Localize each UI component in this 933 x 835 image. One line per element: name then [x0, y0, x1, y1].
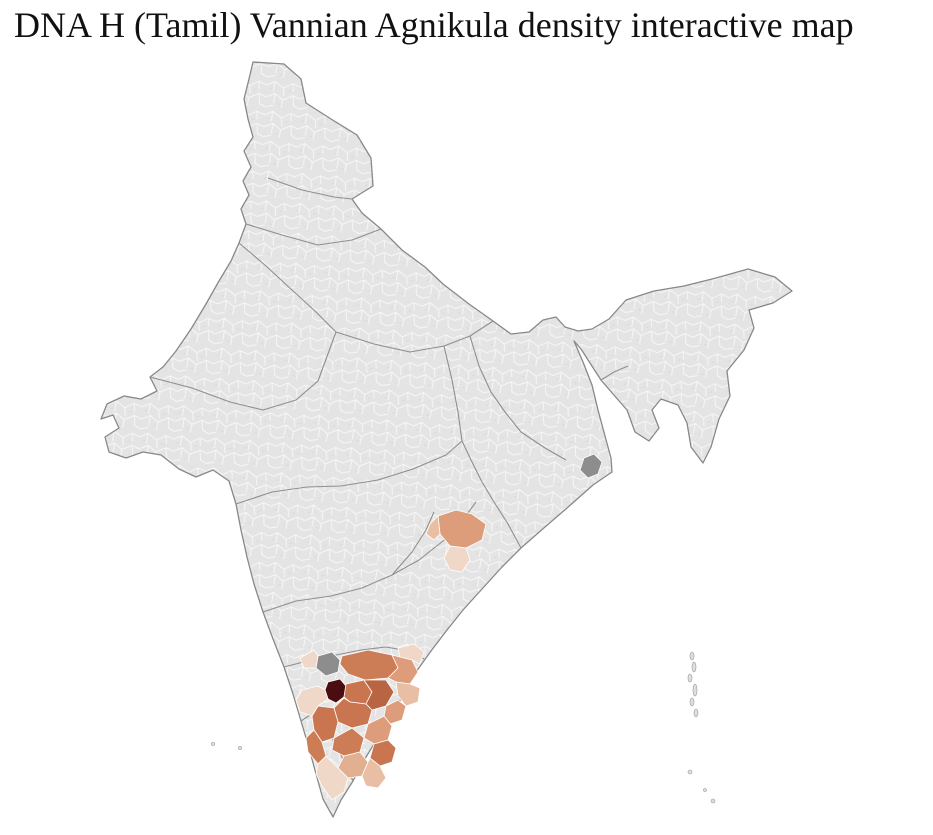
andhra-odisha-density-patch — [425, 509, 487, 573]
district-very-high-density[interactable] — [363, 679, 395, 711]
district-very-low-density[interactable] — [315, 755, 349, 801]
district-very-low-density[interactable] — [299, 649, 319, 669]
district-high-density[interactable] — [311, 705, 339, 743]
district-no-data-dark[interactable] — [579, 453, 603, 479]
district-low-density[interactable] — [425, 515, 441, 541]
district-medium-density[interactable] — [437, 509, 487, 549]
page-title: DNA H (Tamil) Vannian Agnikula density i… — [14, 5, 854, 45]
district-low-density[interactable] — [361, 757, 387, 789]
district-very-low-density[interactable] — [443, 545, 471, 573]
lakshadweep-islands — [211, 742, 242, 750]
andaman-nicobar-islands — [687, 651, 716, 804]
india-basemap[interactable] — [100, 61, 793, 818]
district-very-low-density[interactable] — [295, 685, 329, 717]
tamilnadu-density-cluster — [295, 643, 425, 801]
